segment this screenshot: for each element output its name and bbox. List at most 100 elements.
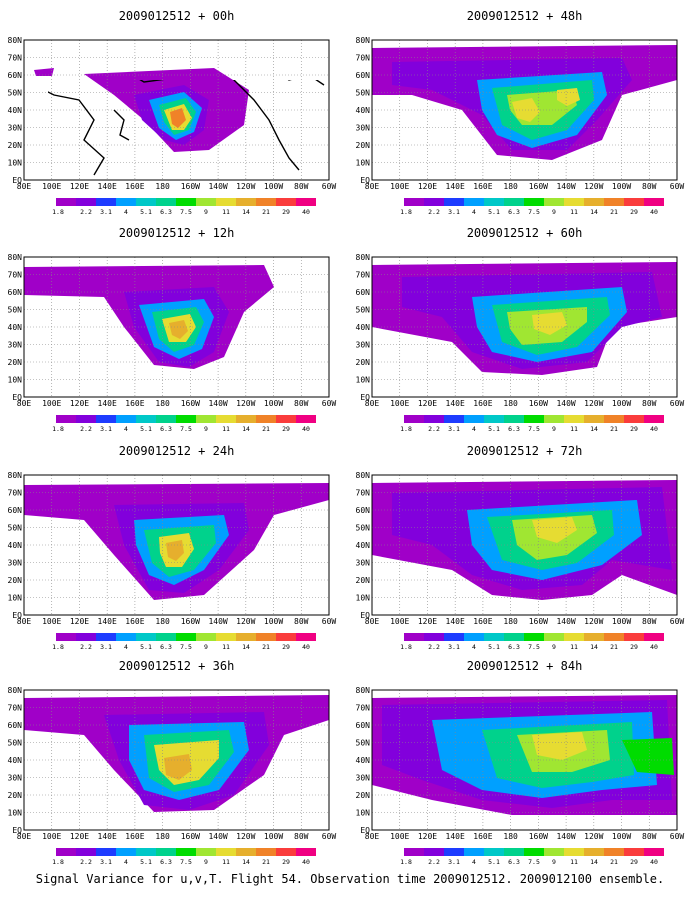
lon-tick-label: 160E <box>125 399 144 408</box>
colorbar-swatch <box>564 198 584 206</box>
lat-tick-label: 60N <box>8 71 23 80</box>
map-frame <box>371 689 678 831</box>
colorbar-swatch <box>56 848 76 856</box>
lat-tick-label: 10N <box>8 594 23 603</box>
colorbar-swatch <box>216 198 236 206</box>
contour-band <box>532 517 577 543</box>
lon-tick-label: 60W <box>670 182 685 191</box>
contour-band <box>164 754 192 780</box>
lon-tick-label: 80E <box>17 182 32 191</box>
map-frame <box>23 474 330 616</box>
lat-tick-label: EQ <box>12 176 22 185</box>
lat-tick-label: 20N <box>356 358 371 367</box>
colorbar-label: 7.5 <box>528 643 540 651</box>
colorbar-label: 21 <box>610 208 618 216</box>
lon-tick-label: 80E <box>365 399 380 408</box>
colorbar-swatch <box>176 633 196 641</box>
colorbar-label: 2.2 <box>80 425 92 433</box>
colorbar-label: 9 <box>552 208 556 216</box>
lat-tick-label: 30N <box>356 559 371 568</box>
colorbar-swatch <box>136 848 156 856</box>
panel-title: 2009012512 + 72h <box>467 444 583 458</box>
colorbar-swatch <box>584 633 604 641</box>
colorbar-swatch <box>116 848 136 856</box>
lon-tick-label: 140W <box>208 399 227 408</box>
colorbar-swatch <box>524 415 544 423</box>
colorbar-swatch <box>584 198 604 206</box>
lon-tick-label: 100W <box>264 832 283 841</box>
colorbar-swatch <box>544 848 564 856</box>
colorbar-label: 3.1 <box>448 208 460 216</box>
colorbar-label: 29 <box>630 208 638 216</box>
lat-tick-label: EQ <box>360 826 370 835</box>
colorbar-label: 11 <box>222 858 230 866</box>
lon-tick-label: 100E <box>42 617 61 626</box>
colorbar-label: 6.3 <box>160 425 172 433</box>
lon-tick-label: 120E <box>70 617 89 626</box>
map-panel-84h: 2009012512 + 84h 80N 70N 60N 50N 40N 30N 20N 10N… <box>356 659 685 866</box>
lat-tick-label: 40N <box>356 106 371 115</box>
colorbar-swatch <box>96 633 116 641</box>
colorbar-swatch <box>544 633 564 641</box>
contour-field <box>372 262 677 375</box>
lon-tick-label: 140E <box>98 182 117 191</box>
colorbar-swatch <box>604 848 624 856</box>
contour-band <box>166 540 184 561</box>
colorbar-label: 5.1 <box>488 858 500 866</box>
lon-tick-label: 80E <box>365 182 380 191</box>
lon-tick-label: 60W <box>670 832 685 841</box>
lon-tick-label: 140W <box>556 399 575 408</box>
colorbar-label: 21 <box>262 858 270 866</box>
lon-tick-label: 80W <box>294 617 309 626</box>
lon-tick-label: 120E <box>70 399 89 408</box>
lon-tick-label: 120E <box>70 182 89 191</box>
lat-tick-label: 60N <box>8 506 23 515</box>
colorbar-label: 5.1 <box>488 208 500 216</box>
colorbar-label: 11 <box>222 643 230 651</box>
colorbar-swatch <box>424 198 444 206</box>
colorbar-label: 7.5 <box>180 425 192 433</box>
lon-tick-label: 120W <box>584 399 603 408</box>
colorbar-label: 6.3 <box>160 858 172 866</box>
colorbar-swatch <box>56 198 76 206</box>
lon-tick-label: 140W <box>556 182 575 191</box>
colorbar-label: 5.1 <box>140 643 152 651</box>
colorbar-swatch <box>484 633 504 641</box>
lon-tick-label: 120W <box>584 182 603 191</box>
lat-tick-label: 50N <box>356 739 371 748</box>
colorbar-label: 7.5 <box>528 208 540 216</box>
lat-tick-label: EQ <box>360 393 370 402</box>
colorbar-swatch <box>236 848 256 856</box>
lat-tick-label: EQ <box>12 393 22 402</box>
colorbar-label: 2.2 <box>428 208 440 216</box>
map-panel-72h: 2009012512 + 72h 80N 70N 60N 50N 40N 30N 20N 10N… <box>356 444 685 651</box>
colorbar-label: 6.3 <box>160 208 172 216</box>
lat-tick-label: 50N <box>8 89 23 98</box>
lat-tick-label: 50N <box>356 306 371 315</box>
lat-tick-label: 70N <box>356 704 371 713</box>
lat-tick-label: 70N <box>8 271 23 280</box>
lat-tick-label: 70N <box>356 489 371 498</box>
colorbar-label: 7.5 <box>180 643 192 651</box>
lat-tick-label: EQ <box>360 176 370 185</box>
colorbar-label: 9 <box>552 643 556 651</box>
colorbar-swatch <box>76 633 96 641</box>
lon-tick-label: 180 <box>155 399 170 408</box>
lon-tick-label: 160E <box>125 832 144 841</box>
lon-tick-label: 120E <box>70 832 89 841</box>
contour-field <box>372 480 677 600</box>
panel-title: 2009012512 + 24h <box>119 444 235 458</box>
colorbar-swatch <box>76 848 96 856</box>
colorbar-label: 40 <box>650 858 658 866</box>
lon-tick-label: 180 <box>503 832 518 841</box>
lon-tick-label: 140E <box>98 832 117 841</box>
lon-tick-label: 100E <box>42 832 61 841</box>
lon-tick-label: 80W <box>294 399 309 408</box>
colorbar-swatch <box>196 848 216 856</box>
lon-tick-label: 100E <box>390 832 409 841</box>
colorbar-swatch <box>524 198 544 206</box>
lon-tick-label: 60W <box>322 182 337 191</box>
colorbar-label: 1.8 <box>52 643 64 651</box>
lon-tick-label: 100W <box>612 617 631 626</box>
colorbar-label: 11 <box>222 425 230 433</box>
